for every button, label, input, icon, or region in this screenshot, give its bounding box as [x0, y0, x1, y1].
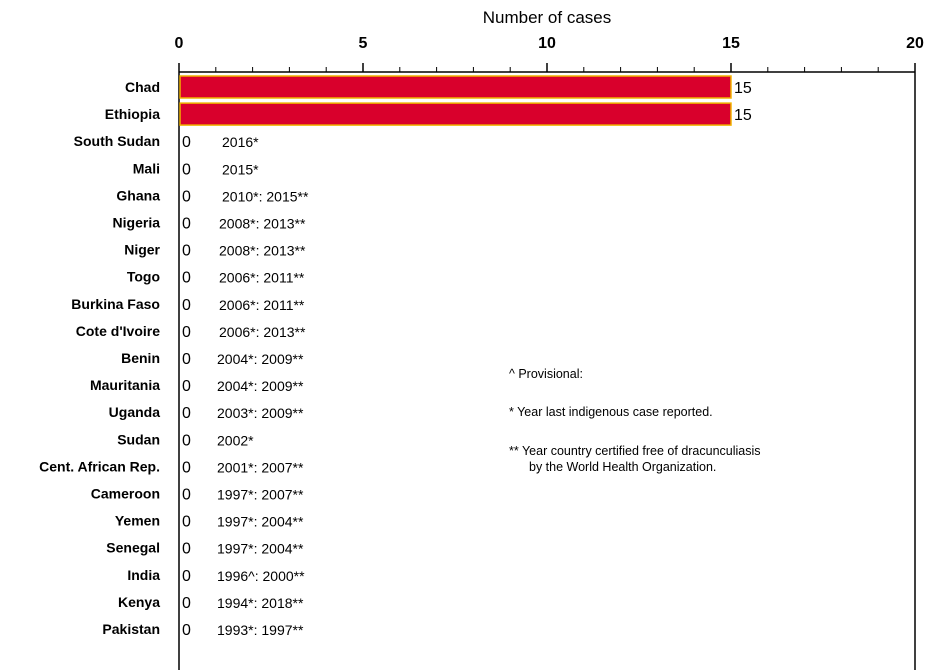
legend: ^ Provisional: * Year last indigenous ca…	[509, 367, 761, 474]
value-label: 0	[182, 568, 191, 585]
x-tick-label: 10	[538, 35, 556, 52]
value-label: 0	[182, 432, 191, 449]
chart-row: Cameroon 0 1997*: 2007**	[91, 486, 304, 504]
chart-row: Pakistan 0 1993*: 1997**	[102, 621, 304, 639]
value-label: 0	[182, 378, 191, 395]
value-label: 0	[182, 216, 191, 233]
year-note: 2004*: 2009**	[217, 378, 304, 394]
value-label: 0	[182, 243, 191, 260]
value-label: 0	[182, 541, 191, 558]
chart-row: Nigeria 0 2008*: 2013**	[113, 215, 306, 233]
x-tick-label: 0	[175, 35, 184, 52]
country-label: Nigeria	[113, 215, 161, 231]
year-note: 2008*: 2013**	[219, 243, 306, 259]
value-label: 0	[182, 324, 191, 341]
bar	[179, 102, 732, 126]
chart-row: Benin 0 2004*: 2009**	[121, 350, 304, 368]
year-note: 1996^: 2000**	[217, 568, 305, 584]
country-label: Kenya	[118, 594, 160, 610]
legend-indigenous: * Year last indigenous case reported.	[509, 405, 713, 419]
country-label: Chad	[125, 79, 160, 95]
year-note: 2006*: 2011**	[219, 270, 305, 286]
country-label: Sudan	[117, 431, 160, 447]
value-label: 0	[182, 134, 191, 151]
value-label: 0	[182, 622, 191, 639]
chart-row: Cote d'Ivoire 0 2006*: 2013**	[76, 323, 306, 341]
year-note: 2003*: 2009**	[217, 405, 304, 421]
x-tick-label: 15	[722, 35, 740, 52]
year-note: 2006*: 2011**	[219, 297, 305, 313]
country-label: Cent. African Rep.	[39, 458, 160, 474]
chart-row: Yemen 0 1997*: 2004**	[115, 513, 304, 531]
country-label: Niger	[124, 242, 160, 258]
value-label: 0	[182, 351, 191, 368]
country-label: Pakistan	[102, 621, 160, 637]
year-note: 2008*: 2013**	[219, 216, 306, 232]
chart-row: Ethiopia 15	[105, 102, 752, 126]
country-label: Mauritania	[90, 377, 160, 393]
value-label: 0	[182, 297, 191, 314]
country-label: Ethiopia	[105, 106, 160, 122]
year-note: 1994*: 2018**	[217, 595, 304, 611]
country-label: Yemen	[115, 513, 160, 529]
chart-row: Chad 15	[125, 75, 752, 99]
bar	[179, 75, 732, 99]
chart-row: South Sudan 0 2016*	[74, 133, 259, 151]
value-label: 15	[734, 80, 752, 97]
year-note: 2002*	[217, 432, 254, 448]
chart-row: Togo 0 2006*: 2011**	[127, 269, 305, 287]
country-label: Benin	[121, 350, 160, 366]
value-label: 0	[182, 487, 191, 504]
year-note: 2004*: 2009**	[217, 351, 304, 367]
value-label: 0	[182, 514, 191, 531]
value-label: 0	[182, 270, 191, 287]
year-note: 1997*: 2007**	[217, 487, 304, 503]
country-label: Burkina Faso	[71, 296, 160, 312]
legend-provisional: ^ Provisional:	[509, 367, 583, 381]
chart-row: India 0 1996^: 2000**	[127, 567, 305, 585]
chart-row: Niger 0 2008*: 2013**	[124, 242, 306, 260]
value-label: 0	[182, 595, 191, 612]
chart-row: Uganda 0 2003*: 2009**	[109, 404, 304, 422]
chart-row: Kenya 0 1994*: 2018**	[118, 594, 304, 612]
year-note: 2015*	[222, 161, 259, 177]
country-label: India	[127, 567, 160, 583]
year-note: 1993*: 1997**	[217, 622, 304, 638]
chart-row: Senegal 0 1997*: 2004**	[106, 540, 304, 558]
legend-certified-line1: ** Year country certified free of dracun…	[509, 444, 761, 458]
chart-row: Ghana 0 2010*: 2015**	[116, 187, 309, 205]
country-label: Senegal	[106, 540, 160, 556]
year-note: 1997*: 2004**	[217, 514, 304, 530]
year-note: 2006*: 2013**	[219, 324, 306, 340]
chart-row: Cent. African Rep. 0 2001*: 2007**	[39, 458, 304, 476]
chart-row: Sudan 0 2002*	[117, 431, 254, 449]
year-note: 2010*: 2015**	[222, 188, 309, 204]
country-label: South Sudan	[74, 133, 160, 149]
year-note: 2001*: 2007**	[217, 459, 304, 475]
year-note: 2016*	[222, 134, 259, 150]
value-label: 0	[182, 459, 191, 476]
value-label: 0	[182, 188, 191, 205]
x-tick-label: 20	[906, 35, 924, 52]
value-label: 0	[182, 405, 191, 422]
chart-row: Burkina Faso 0 2006*: 2011**	[71, 296, 305, 314]
country-label: Togo	[127, 269, 160, 285]
country-label: Cote d'Ivoire	[76, 323, 160, 339]
value-label: 15	[734, 107, 752, 124]
country-label: Mali	[133, 160, 160, 176]
chart-row: Mali 0 2015*	[133, 160, 259, 178]
country-label: Cameroon	[91, 486, 160, 502]
legend-certified-line2: by the World Health Organization.	[529, 460, 716, 474]
chart-row: Mauritania 0 2004*: 2009**	[90, 377, 304, 395]
x-axis-title: Number of cases	[483, 8, 612, 27]
country-label: Ghana	[116, 187, 160, 203]
year-note: 1997*: 2004**	[217, 541, 304, 557]
value-label: 0	[182, 161, 191, 178]
country-label: Uganda	[109, 404, 161, 420]
x-tick-label: 5	[359, 35, 368, 52]
